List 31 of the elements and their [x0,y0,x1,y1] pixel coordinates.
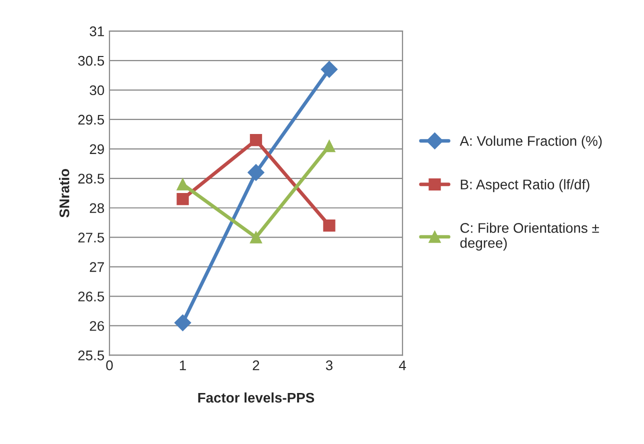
y-tick-label: 28 [90,203,104,214]
x-tick-label: 1 [180,360,186,370]
y-tick-label: 30.5 [78,56,104,66]
y-tick-label: 26 [90,321,104,331]
x-tick-label: 0 [106,360,113,370]
y-tick-label: 29 [90,144,104,154]
legend-label: A: Volume Fraction (%) [460,136,602,149]
point [176,192,189,206]
x-tick-label: 2 [252,360,260,370]
point [250,134,262,146]
y-tick-label: 25.5 [78,350,104,360]
y-tick-label: 27.5 [78,232,104,243]
legend-label: C: Fibre Orientations ± degree) [460,222,599,251]
y-tick-label: 27 [90,262,104,272]
legend-label: B: Aspect Ratio (lf/df) [460,179,590,192]
point [250,231,262,244]
point [323,140,336,152]
point [323,219,336,232]
y-tick-label: 30 [90,85,104,96]
y-tick-label: 29.5 [78,114,104,125]
point [320,61,338,78]
x-tick-label: 3 [326,360,332,370]
point [176,178,189,190]
y-axis-title: SNratio [59,168,70,218]
x-axis-title: Factor levels-PPS [198,392,314,403]
point [174,314,192,332]
point [248,164,264,181]
x-tick-label: 4 [398,360,406,370]
y-tick-label: 31 [90,26,104,36]
y-tick-label: 28.5 [78,174,104,184]
y-tick-label: 26.5 [78,292,104,302]
